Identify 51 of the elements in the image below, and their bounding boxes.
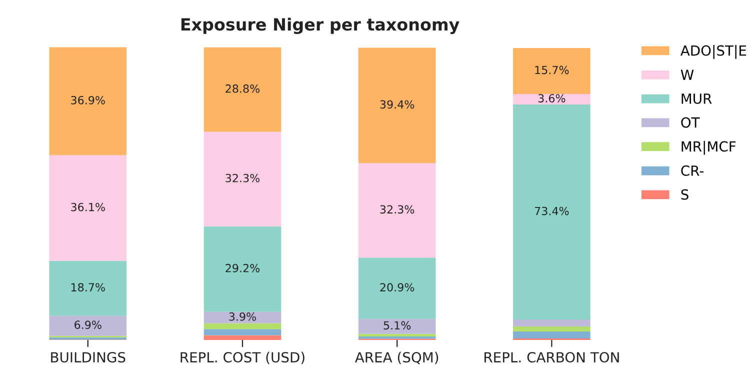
bar [204,226,282,312]
bar [513,104,590,320]
data-label: 32.3% [380,205,414,214]
data-label: 29.2% [226,264,260,272]
legend-label: OT [681,117,700,128]
data-label: 3.6% [538,94,566,102]
data-label: 73.4% [534,206,569,216]
bar [204,335,282,340]
bar [358,336,436,339]
data-label: 28.8% [226,84,260,93]
bar [513,94,590,105]
bar [358,258,436,319]
data-label: 36.9% [71,96,105,104]
legend-label: CR- [681,165,704,176]
x-tick-label: AREA (SQM) [354,352,438,364]
bar [513,331,590,338]
legend-label: ADO|ST|E [680,44,746,59]
bar [49,337,127,340]
bar [358,163,436,258]
data-label: 15.7% [535,66,569,74]
data-label: 20.9% [380,283,414,292]
bar [49,260,127,316]
data-label: 39.4% [380,100,414,109]
bar [204,312,282,324]
data-label: 6.9% [74,320,102,329]
bar [513,326,590,332]
bar [204,132,282,226]
legend-label: S [681,189,688,200]
data-label: 3.9% [229,312,256,321]
legend-label: MUR [682,94,712,104]
data-label: 18.7% [71,283,105,292]
bar [49,316,127,336]
bar [49,47,127,156]
bar [358,334,436,336]
data-label: 32.3% [226,174,260,182]
bar [513,319,590,326]
bar [204,323,282,330]
bar [204,329,282,336]
legend-label: W [680,70,694,80]
legend-label: MR|MCF [682,140,736,155]
chart-title: Exposure Niger per taxonomy [181,18,460,34]
x-tick-label: REPL. CARBON TON [484,352,619,363]
bar [358,318,436,334]
x-tick-label: BUILDINGS [51,352,126,363]
bar [513,48,590,94]
bar [49,155,127,261]
data-label: 5.1% [384,321,411,330]
x-tick-label: REPL. COST (USD) [180,352,304,364]
data-label: 36.1% [71,202,105,212]
bar [358,48,436,164]
bar [204,47,282,132]
